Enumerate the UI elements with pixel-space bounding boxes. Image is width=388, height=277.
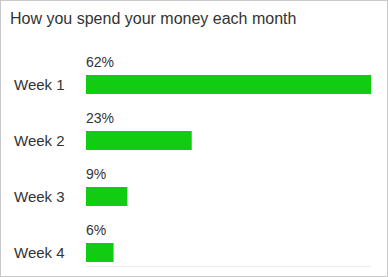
title: How you spend your money each month xyxy=(10,10,296,27)
bar xyxy=(86,243,114,262)
data-label: 23% xyxy=(86,110,114,126)
bar xyxy=(86,187,127,206)
category-label: Week 4 xyxy=(14,244,65,261)
x-axis-line xyxy=(86,266,371,267)
data-label: 6% xyxy=(86,222,106,238)
frame xyxy=(1,1,388,277)
bar xyxy=(86,131,192,150)
data-label: 62% xyxy=(86,54,114,70)
data-label: 9% xyxy=(86,166,106,182)
category-label: Week 1 xyxy=(14,76,65,93)
bars xyxy=(86,75,371,262)
category-label: Week 3 xyxy=(14,188,65,205)
chart: How you spend your money each month Week … xyxy=(0,0,388,277)
bar xyxy=(86,75,371,94)
category-label: Week 2 xyxy=(14,132,65,149)
